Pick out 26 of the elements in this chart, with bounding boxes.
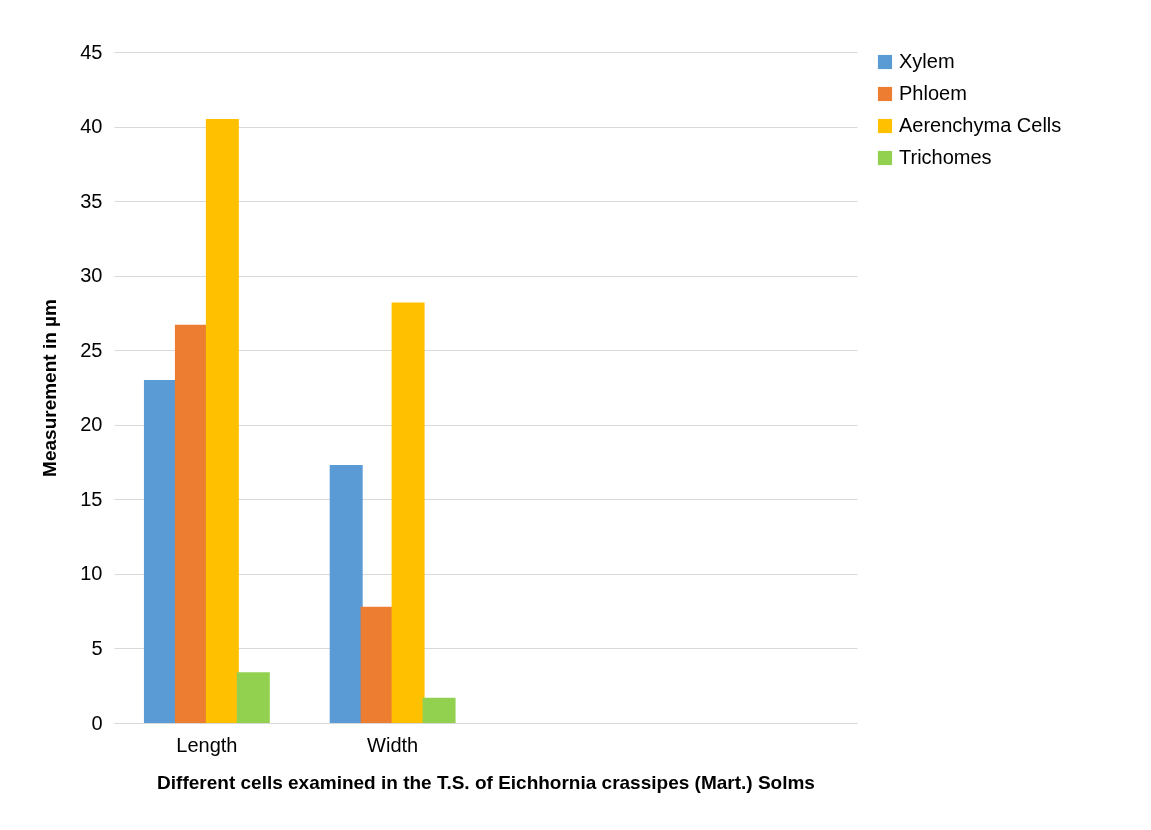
- x-tick-label: Length: [176, 733, 238, 756]
- legend-label: Phloem: [899, 82, 967, 104]
- bar: [391, 302, 425, 723]
- y-tick-label: 25: [80, 338, 103, 361]
- y-tick-label: 0: [91, 711, 103, 734]
- x-tick-label: Width: [367, 733, 419, 756]
- x-axis-title: Different cells examined in the T.S. of Eichhornia crassipes (Mart.) Solms: [157, 771, 815, 793]
- y-tick-label: 5: [91, 636, 103, 659]
- y-axis-title: Measurement in µm: [39, 299, 61, 477]
- bar: [143, 380, 177, 723]
- y-tick-label: 10: [80, 562, 103, 585]
- legend-label: Xylem: [899, 50, 955, 72]
- legend-label: Aerenchyma Cells: [899, 114, 1062, 136]
- bar: [174, 324, 208, 723]
- y-tick-label: 40: [80, 115, 103, 138]
- bar: [329, 465, 363, 723]
- bar: [360, 606, 394, 723]
- legend-label: Trichomes: [899, 146, 992, 168]
- bar: [422, 697, 456, 723]
- bar: [236, 672, 270, 723]
- y-tick-label: 20: [80, 413, 103, 436]
- y-tick-label: 35: [80, 189, 103, 212]
- y-tick-label: 45: [80, 40, 103, 63]
- y-tick-label: 15: [80, 487, 103, 510]
- bar: [205, 119, 239, 723]
- y-tick-label: 30: [80, 264, 103, 287]
